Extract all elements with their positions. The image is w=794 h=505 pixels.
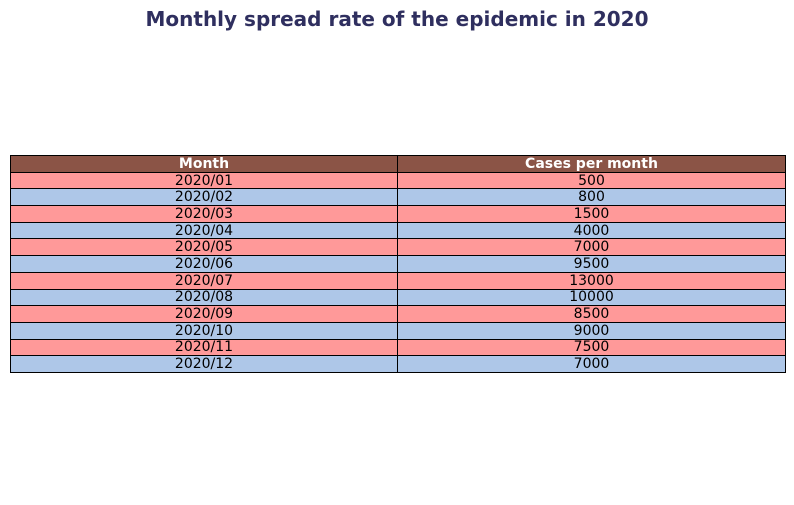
cell-month: 2020/09 xyxy=(10,305,398,323)
cell-cases: 13000 xyxy=(397,271,786,290)
table-row: 2020/06 9500 xyxy=(10,255,786,273)
table-row: 2020/01 500 xyxy=(10,171,786,190)
cell-month: 2020/12 xyxy=(10,355,398,373)
cell-cases: 7500 xyxy=(397,338,786,357)
column-header-cases: Cases per month xyxy=(397,155,786,173)
table-row: 2020/02 800 xyxy=(10,188,786,207)
cell-month: 2020/05 xyxy=(10,238,398,257)
cell-month: 2020/08 xyxy=(10,288,398,307)
cell-month: 2020/10 xyxy=(10,321,398,340)
data-table: Month Cases per month 2020/01 500 2020/02 8… xyxy=(10,155,786,373)
cell-cases: 9500 xyxy=(397,255,786,273)
cell-month: 2020/02 xyxy=(10,188,398,207)
cell-cases: 4000 xyxy=(397,221,786,240)
table-row: 2020/11 7500 xyxy=(10,338,786,357)
cell-cases: 7000 xyxy=(397,238,786,257)
cell-month: 2020/11 xyxy=(10,338,398,357)
cell-month: 2020/01 xyxy=(10,171,398,190)
cell-cases: 800 xyxy=(397,188,786,207)
table-row: 2020/08 10000 xyxy=(10,288,786,307)
cell-month: 2020/03 xyxy=(10,205,398,223)
table-row: 2020/12 7000 xyxy=(10,355,786,373)
chart-title: Monthly spread rate of the epidemic in 2… xyxy=(145,7,649,31)
cell-cases: 9000 xyxy=(397,321,786,340)
cell-month: 2020/07 xyxy=(10,271,398,290)
table-body: 2020/01 500 2020/02 800 2020/03 1500 2020/04 40… xyxy=(10,171,786,373)
table-row: 2020/10 9000 xyxy=(10,321,786,340)
cell-cases: 500 xyxy=(397,171,786,190)
table-row: 2020/03 1500 xyxy=(10,205,786,223)
cell-cases: 8500 xyxy=(397,305,786,323)
table-row: 2020/07 13000 xyxy=(10,271,786,290)
cell-cases: 1500 xyxy=(397,205,786,223)
table-row: 2020/05 7000 xyxy=(10,238,786,257)
table-header-row: Month Cases per month xyxy=(10,155,786,173)
cell-month: 2020/06 xyxy=(10,255,398,273)
table-row: 2020/04 4000 xyxy=(10,221,786,240)
table-row: 2020/09 8500 xyxy=(10,305,786,323)
cell-cases: 10000 xyxy=(397,288,786,307)
cell-cases: 7000 xyxy=(397,355,786,373)
cell-month: 2020/04 xyxy=(10,221,398,240)
column-header-month: Month xyxy=(10,155,398,173)
